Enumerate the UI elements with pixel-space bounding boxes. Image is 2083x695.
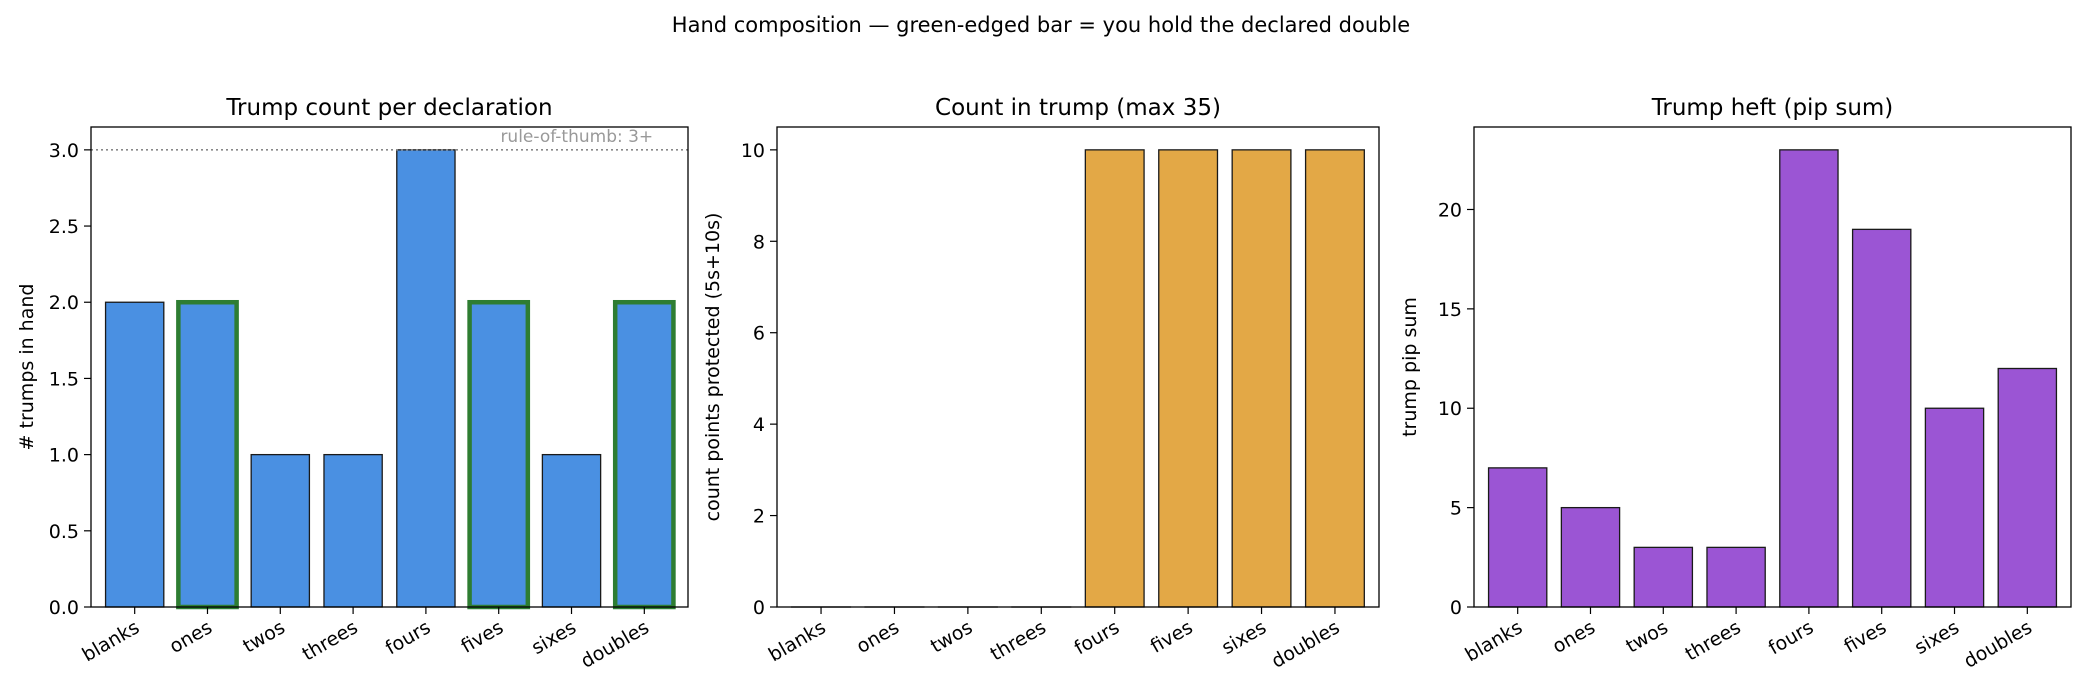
x-tick-label-fives: fives <box>1840 616 1890 657</box>
y-tick-label: 10 <box>741 140 765 162</box>
x-tick-label-blanks: blanks <box>1462 616 1527 666</box>
y-tick-label: 2.5 <box>49 216 79 238</box>
x-tick-label-twos: twos <box>239 616 289 657</box>
axes-frame <box>90 126 689 608</box>
bar-doubles <box>1997 367 2058 608</box>
y-tick-label: 6 <box>753 323 765 345</box>
bar-twos <box>1633 546 1694 608</box>
y-tick-label: 0.0 <box>49 597 79 619</box>
x-tick-label-threes: threes <box>987 616 1050 665</box>
chart-panels: Trump count per declaration rule-of-thumb… <box>16 95 2072 673</box>
bar-blanks <box>104 301 165 608</box>
y-tick-label: 0 <box>1450 597 1462 619</box>
x-tick-label-sixes: sixes <box>1911 616 1963 659</box>
x-tick-label-twos: twos <box>1622 616 1672 657</box>
x-tick-label-ones: ones <box>166 616 216 658</box>
bar-ones-highlighted <box>176 299 239 610</box>
x-tick-label-fours: fours <box>382 616 435 659</box>
x-tick-label-threes: threes <box>1681 616 1744 665</box>
figure-suptitle: Hand composition — green-edged bar = you… <box>672 13 1410 37</box>
x-tick-label-fives: fives <box>457 616 507 657</box>
x-tick-label-blanks: blanks <box>79 616 144 666</box>
x-tick-label-ones: ones <box>853 616 903 658</box>
y-tick-label: 5 <box>1450 498 1462 520</box>
y-tick-label: 0.5 <box>49 521 79 543</box>
bar-fives <box>1851 228 1912 608</box>
chart-title: Trump heft (pip sum) <box>1651 95 1894 121</box>
bar-ones <box>1560 506 1621 608</box>
y-axis-label: trump pip sum <box>1399 297 1421 437</box>
bar-twos <box>250 453 311 608</box>
x-tick-label-blanks: blanks <box>765 616 830 666</box>
y-tick-label: 8 <box>753 231 765 253</box>
chart-panel-2: Count in trump (max 35) 0 2 4 6 8 10 blanks ones… <box>702 95 1380 673</box>
y-tick-label: 1.0 <box>49 445 79 467</box>
bar-fives-highlighted <box>467 299 531 610</box>
chart-panel-3: Trump heft (pip sum) 0 5 10 15 20 blanks ones tw… <box>1399 95 2072 673</box>
x-tick-label-doubles: doubles <box>1268 616 1344 672</box>
y-tick-label: 20 <box>1438 199 1462 221</box>
reference-line-label: rule-of-thumb: 3+ <box>500 127 653 147</box>
x-tick-label-twos: twos <box>927 616 977 657</box>
bar-sixes <box>1924 407 1985 608</box>
y-axis-label: count points protected (5s+10s) <box>702 213 724 522</box>
bar-sixes <box>541 453 602 608</box>
y-tick-label: 10 <box>1438 398 1462 420</box>
chart-panel-1: Trump count per declaration rule-of-thumb… <box>16 95 689 673</box>
bar-threes <box>323 453 383 608</box>
bar-fives <box>1158 149 1219 608</box>
y-tick-label: 1.5 <box>49 368 79 390</box>
x-tick-label-fours: fours <box>1765 616 1818 659</box>
y-tick-label: 4 <box>753 414 765 436</box>
x-tick-label-sixes: sixes <box>528 616 580 659</box>
y-tick-label: 3.0 <box>49 140 79 162</box>
bar-fours <box>396 149 456 608</box>
x-tick-label-fours: fours <box>1071 616 1124 659</box>
x-tick-label-doubles: doubles <box>577 616 653 672</box>
bar-threes <box>1706 546 1766 608</box>
bar-fours <box>1779 149 1839 608</box>
x-tick-label-fives: fives <box>1147 616 1197 657</box>
y-tick-label: 0 <box>753 597 765 619</box>
bar-doubles-highlighted <box>612 299 676 610</box>
x-tick-label-doubles: doubles <box>1960 616 2036 672</box>
y-tick-label: 2.0 <box>49 292 79 314</box>
chart-title: Trump count per declaration <box>225 95 552 121</box>
bar-doubles <box>1304 149 1365 608</box>
y-axis-label: # trumps in hand <box>16 284 38 451</box>
bar-blanks <box>1487 467 1548 608</box>
bar-sixes <box>1231 149 1292 608</box>
axes-frame <box>776 126 1380 608</box>
y-tick-label: 15 <box>1438 299 1462 321</box>
x-tick-label-ones: ones <box>1549 616 1599 658</box>
x-tick-label-sixes: sixes <box>1218 616 1270 659</box>
axes-frame <box>1473 126 2072 608</box>
chart-title: Count in trump (max 35) <box>935 95 1221 121</box>
bar-fours <box>1084 149 1145 608</box>
x-tick-label-threes: threes <box>298 616 361 665</box>
y-tick-label: 2 <box>753 506 765 528</box>
